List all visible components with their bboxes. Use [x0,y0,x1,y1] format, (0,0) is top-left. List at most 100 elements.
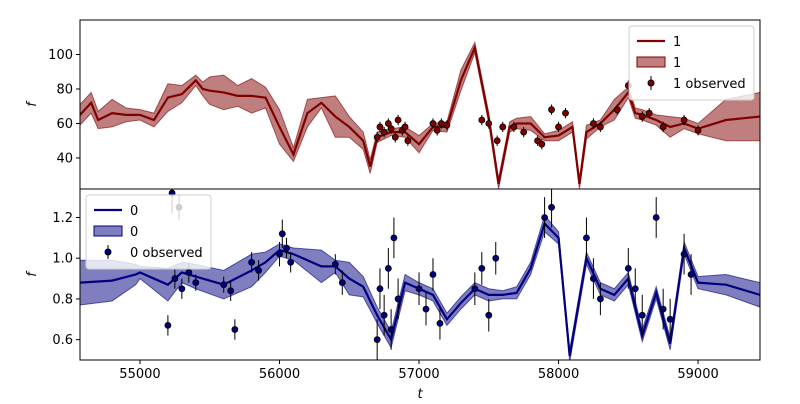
x-tick-label: 57000 [398,367,439,382]
observed-point [380,311,388,319]
legend-label: 1 observed [673,77,746,92]
observed-point [638,113,646,120]
observed-point [680,250,688,258]
observed-point [255,267,262,274]
observed-point [694,126,702,134]
observed-point [555,123,562,131]
observed-point [220,281,228,289]
observed-point [401,123,409,131]
observed-point [613,106,621,114]
legend-box [85,194,212,270]
y-tick-label: 0.6 [52,333,73,348]
y-tick-label: 60 [56,117,73,132]
y-tick-label: 40 [56,151,73,166]
observed-point [659,123,667,131]
observed-point [562,109,569,117]
observed-point [520,128,528,136]
legend-patch [636,56,666,68]
observed-point [248,258,256,266]
observed-point [422,305,430,313]
legend-label: 0 [130,225,138,240]
observed-point [583,234,590,242]
observed-point [394,295,402,303]
observed-point [437,120,445,127]
observed-point [429,120,437,127]
observed-point [659,305,667,313]
observed-point [538,140,546,148]
observed-point [276,250,283,258]
observed-point [380,128,388,136]
observed-point [436,319,444,327]
legend-label: 1 [673,35,681,50]
observed-point [443,121,451,129]
observed-point [485,311,493,319]
observed-point [192,279,200,287]
observed-point [638,311,646,319]
x-tick-label: 56000 [259,367,300,382]
observed-point [287,258,295,266]
observed-point [387,125,395,133]
legend-marker [647,79,655,87]
observed-point [596,295,604,303]
observed-point [376,285,384,293]
legend-label: 1 [673,56,681,71]
legend-marker [104,248,112,256]
observed-point [404,137,412,145]
observed-point [541,214,548,221]
y-tick-label: 100 [48,48,73,63]
observed-point [387,326,395,333]
observed-point [478,264,486,272]
y-axis-label: f [25,270,40,277]
observed-point [493,137,501,145]
legend-label: 0 [130,204,138,219]
axes-frame [79,188,761,361]
observed-point [384,264,392,272]
observed-point [391,133,399,141]
observed-point [394,116,402,124]
observed-point [278,230,286,238]
confidence-band [80,40,760,189]
observed-point [680,116,688,124]
observed-point [185,269,193,276]
observed-point [666,315,674,323]
observed-point [433,126,441,134]
observed-point [548,203,555,211]
observed-point [548,106,555,114]
observed-point [471,285,479,293]
legend-label: 0 observed [130,246,203,261]
observed-point [164,321,172,329]
x-tick-label: 58000 [538,367,579,382]
observed-point [373,133,381,141]
observed-point [171,275,179,282]
y-tick-label: 1.2 [52,211,73,226]
x-axis-label: t [417,387,423,400]
observed-point [485,120,493,127]
x-tick-label: 55000 [119,367,160,382]
observed-point [429,271,437,278]
observed-point [227,287,235,295]
observed-point [645,109,653,117]
observed-point [510,123,518,131]
observed-point [631,285,639,293]
plot-area [80,189,760,360]
x-tick-label: 59000 [677,367,718,382]
observed-point [590,275,597,282]
observed-point [590,120,597,127]
y-tick-label: 1.0 [52,252,73,267]
observed-point [596,123,604,131]
y-axis-label: f [25,100,40,107]
observed-point [652,214,660,221]
observed-point [624,264,632,272]
y-tick-label: 80 [56,82,73,97]
observed-point [390,234,398,242]
observed-point [178,285,186,293]
model-line [80,221,760,357]
observed-point [492,254,500,262]
observed-point [687,271,695,278]
observed-point [338,279,346,287]
observed-point [283,244,290,252]
observed-point [376,123,384,131]
legend-patch [93,225,123,237]
observed-point [415,285,423,293]
